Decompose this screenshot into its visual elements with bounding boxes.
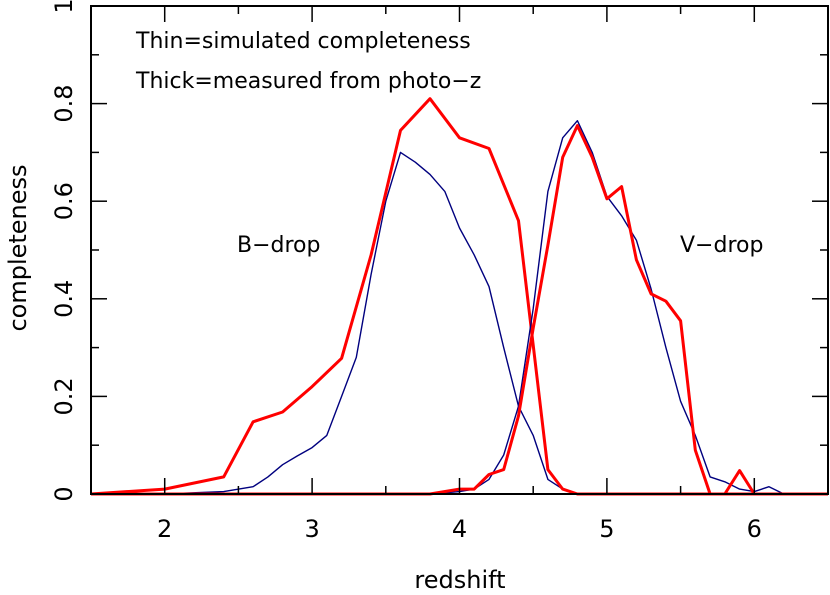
x-tick-label: 5 — [599, 515, 614, 543]
y-tick-label: 0.4 — [50, 280, 78, 318]
x-tick-label: 2 — [157, 515, 172, 543]
series-line-thick-2 — [90, 97, 828, 496]
y-tick-label: 0.2 — [50, 377, 78, 415]
legend-note-thin: Thin=simulated completeness — [135, 29, 471, 54]
y-tick-label: 0.8 — [50, 85, 78, 123]
series-line-thin-3 — [91, 119, 828, 495]
tick-labels: 2 3 4 5 6 0 0.2 0.4 0.6 0.8 1 — [50, 0, 762, 543]
x-tick-label: 3 — [304, 515, 319, 543]
v-drop-label: V−drop — [680, 233, 763, 258]
series-line-thick-4 — [91, 124, 828, 496]
x-tick-label: 4 — [452, 515, 467, 543]
x-tick-label: 6 — [747, 515, 762, 543]
plot-lines — [90, 97, 828, 496]
y-tick-label: 0 — [50, 486, 78, 501]
axis-ticks — [90, 5, 829, 495]
y-tick-label: 0.6 — [50, 182, 78, 220]
x-axis-label: redshift — [414, 566, 505, 594]
b-drop-label: B−drop — [237, 233, 320, 258]
series-line-thin-1 — [91, 151, 828, 495]
y-tick-label: 1 — [50, 0, 78, 14]
legend-note-thick: Thick=measured from photo−z — [135, 69, 481, 94]
y-axis-label: completeness — [4, 164, 32, 331]
